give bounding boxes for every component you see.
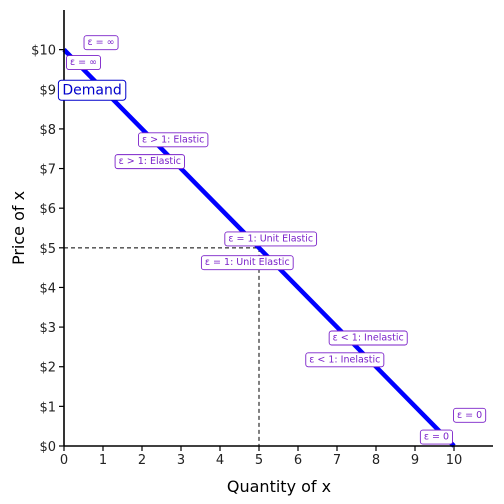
x-tick-label: 6 xyxy=(294,453,302,468)
elasticity-label-text: ε = 1: Unit Elastic xyxy=(228,233,313,244)
elasticity-label-box xyxy=(419,429,453,445)
elasticity-label-box xyxy=(305,352,385,368)
y-tick-label: $9 xyxy=(39,83,56,98)
x-axis-title: Quantity of x xyxy=(227,477,331,496)
y-tick-label: $3 xyxy=(39,321,56,336)
x-tick-label: 0 xyxy=(60,453,68,468)
elasticity-label-text: ε < 1: Inelastic xyxy=(333,333,404,344)
y-tick-label: $4 xyxy=(39,281,56,296)
elasticity-label: ε < 1: Inelastic xyxy=(328,330,408,346)
y-tick-label: $8 xyxy=(39,123,56,138)
x-tick-label: 8 xyxy=(372,453,380,468)
elasticity-label-text: ε = 0 xyxy=(457,410,482,421)
x-tick-label: 4 xyxy=(216,453,224,468)
elasticity-label-box xyxy=(83,35,119,51)
demand-series xyxy=(62,48,456,448)
elasticity-label-box xyxy=(66,55,101,70)
elasticity-label-text: ε = ∞ xyxy=(70,57,97,68)
elasticity-label-box xyxy=(453,407,487,423)
elasticity-label: ε = 1: Unit Elastic xyxy=(200,255,294,271)
x-tick-label: 7 xyxy=(333,453,341,468)
x-tick-label: 3 xyxy=(177,453,185,468)
y-axis-title: Price of x xyxy=(9,191,28,265)
elasticity-label: ε = ∞ xyxy=(66,55,101,70)
demand-label-text: Demand xyxy=(62,82,121,98)
elasticity-label-text: ε < 1: Inelastic xyxy=(309,354,380,365)
x-tick-label: 1 xyxy=(99,453,107,468)
elasticity-label-text: ε = ∞ xyxy=(88,37,115,48)
demand-label: Demand xyxy=(57,79,127,101)
axes: 0 1 2 3 4 5 6 7 8 9 10 $0 $1 $2 $3 $4 $5 $6 $7 $8 $9 $10 xyxy=(31,10,493,468)
y-tick-label: $5 xyxy=(39,242,56,257)
demand-label-box xyxy=(57,79,127,101)
x-tick-label: 10 xyxy=(446,453,463,468)
elasticity-label: ε > 1: Elastic xyxy=(138,132,209,148)
elasticity-label: ε = 0 xyxy=(419,429,453,445)
y-tick-label: $1 xyxy=(39,400,56,415)
x-tick-label: 2 xyxy=(138,453,146,468)
x-tick-label: 9 xyxy=(411,453,419,468)
x-axis-ticks: 0 1 2 3 4 5 6 7 8 9 10 xyxy=(60,446,462,468)
elasticity-label-box xyxy=(114,154,185,170)
y-tick-label: $0 xyxy=(39,440,56,455)
y-tick-label: $2 xyxy=(39,361,56,376)
elasticity-labels: ε = ∞ ε = ∞ ε > 1: Elastic ε > 1: Elastic ε … xyxy=(66,35,487,445)
elasticity-label-box xyxy=(328,330,408,346)
y-tick-label: $6 xyxy=(39,202,56,217)
elasticity-label-box xyxy=(138,132,209,148)
elasticity-label: ε = ∞ xyxy=(83,35,119,51)
elasticity-label-box xyxy=(200,255,294,271)
elasticity-label: ε = 0 xyxy=(453,407,487,423)
y-tick-label: $10 xyxy=(31,44,56,59)
elasticity-label-box xyxy=(224,231,318,247)
elasticity-label-text: ε = 1: Unit Elastic xyxy=(205,257,290,268)
demand-line xyxy=(62,48,456,448)
elasticity-label: ε > 1: Elastic xyxy=(114,154,185,170)
elasticity-label-text: ε > 1: Elastic xyxy=(142,134,204,145)
elasticity-label-text: ε > 1: Elastic xyxy=(119,156,181,167)
y-axis-ticks: $0 $1 $2 $3 $4 $5 $6 $7 $8 $9 $10 xyxy=(31,44,64,455)
elasticity-label: ε = 1: Unit Elastic xyxy=(224,231,318,247)
elasticity-label: ε < 1: Inelastic xyxy=(305,352,385,368)
elasticity-label-text: ε = 0 xyxy=(424,432,449,443)
x-tick-label: 5 xyxy=(255,453,263,468)
reference-lines xyxy=(64,247,260,446)
y-tick-label: $7 xyxy=(39,163,56,178)
